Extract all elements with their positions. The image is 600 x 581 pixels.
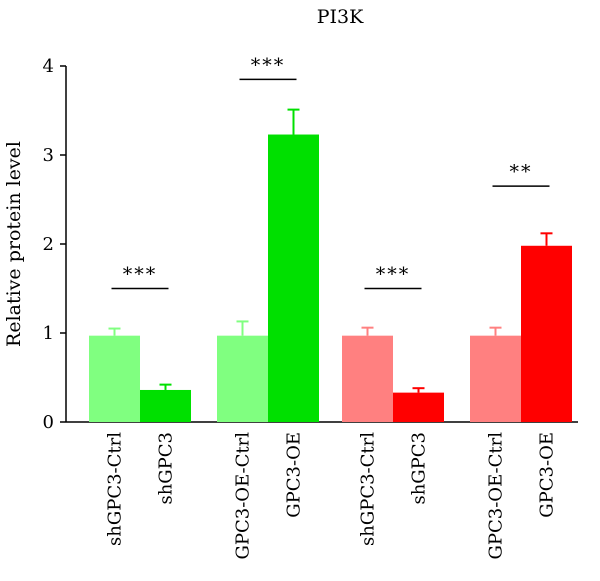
bar [217,335,268,422]
category-label: shGPC3-Ctrl [105,432,126,546]
y-tick-label: 1 [43,323,54,344]
bar [89,335,140,422]
category-label: GPC3-OE [537,432,558,518]
y-tick-label: 3 [43,145,54,166]
significance-stars: *** [251,54,286,76]
category-label: GPC3-OE-Ctrl [486,432,507,560]
bar [521,245,572,422]
y-tick-label: 4 [43,56,54,77]
significance-annotations: *********** [111,54,550,290]
category-label: GPC3-OE [284,432,305,518]
significance-stars: ** [510,161,533,183]
bar [470,335,521,422]
y-axis-label: Relative protein level [3,141,25,347]
chart-title: PI3K [317,6,364,28]
significance-stars: *** [123,264,158,286]
bars [89,134,572,422]
significance-stars: *** [376,264,411,286]
bar [342,335,393,422]
error-bars [108,108,553,393]
category-labels: shGPC3-Ctrl shGPC3 GPC3-OE-Ctrl GPC3-OE shGP… [105,432,558,560]
y-tick-label: 2 [43,234,54,255]
bar [140,389,191,422]
bar [393,392,444,422]
category-label: shGPC3-Ctrl [358,432,379,546]
category-label: shGPC3 [156,432,177,505]
bar [268,134,319,422]
category-label: shGPC3 [409,432,430,505]
category-label: GPC3-OE-Ctrl [233,432,254,560]
y-tick-label: 0 [43,412,54,433]
